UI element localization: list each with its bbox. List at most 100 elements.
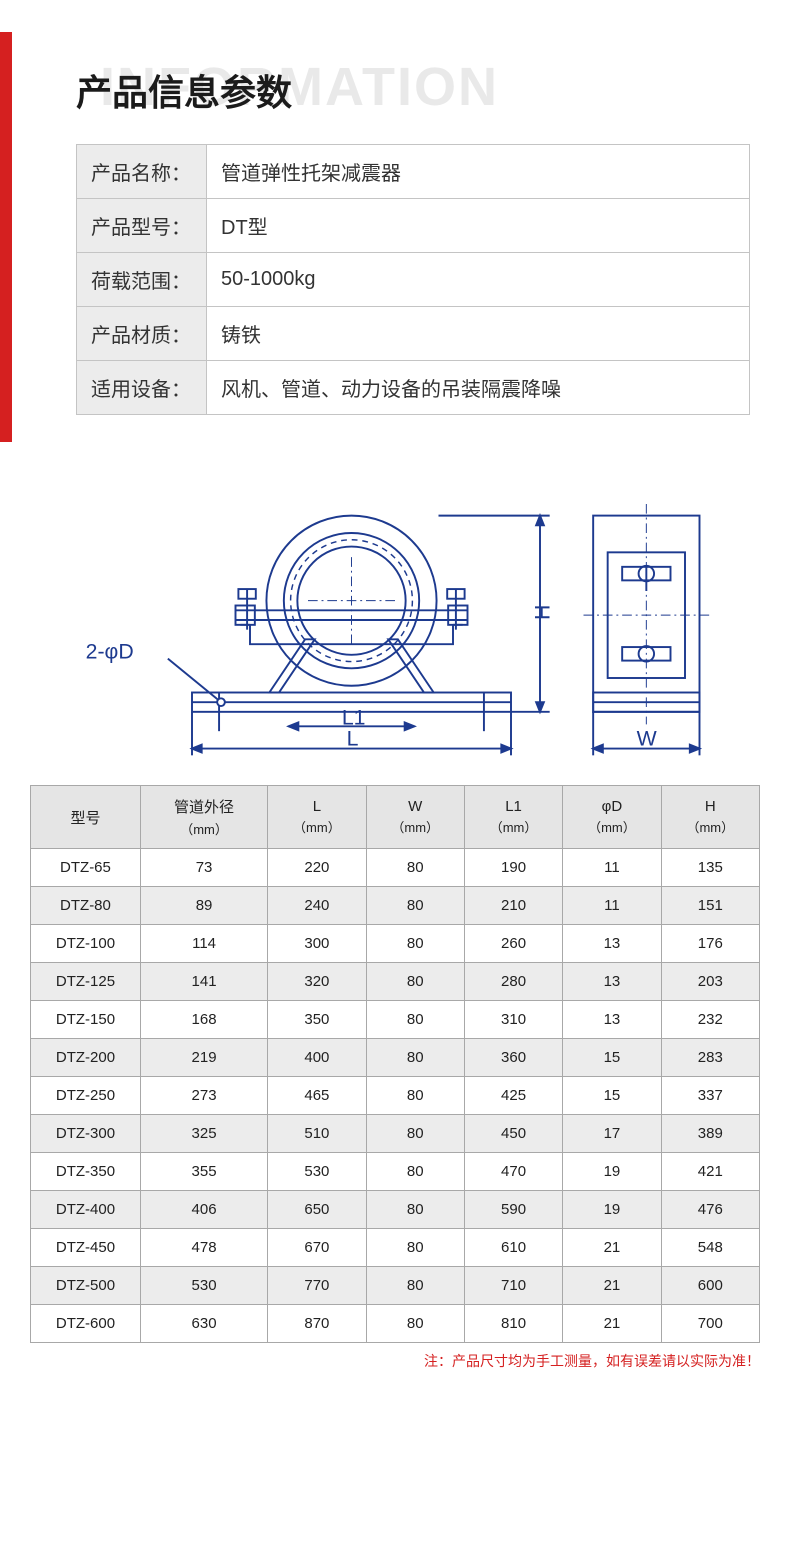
table-cell: 310 bbox=[464, 1001, 562, 1039]
table-cell: 80 bbox=[366, 1305, 464, 1343]
table-cell: 478 bbox=[140, 1229, 267, 1267]
table-cell: 260 bbox=[464, 925, 562, 963]
info-label: 产品材质： bbox=[77, 307, 207, 361]
table-cell: 510 bbox=[268, 1115, 366, 1153]
spec-col-header: 管道外径（mm） bbox=[140, 786, 267, 849]
table-cell: 590 bbox=[464, 1191, 562, 1229]
table-cell: 21 bbox=[563, 1229, 661, 1267]
table-row: DTZ-80892408021011151 bbox=[31, 887, 760, 925]
table-cell: 476 bbox=[661, 1191, 759, 1229]
table-cell: 135 bbox=[661, 849, 759, 887]
table-cell: 548 bbox=[661, 1229, 759, 1267]
header-section: INFORMATION 产品信息参数 产品名称：管道弹性托架减震器产品型号：DT… bbox=[30, 0, 790, 415]
info-label: 产品型号： bbox=[77, 199, 207, 253]
product-spec-page: INFORMATION 产品信息参数 产品名称：管道弹性托架减震器产品型号：DT… bbox=[0, 0, 790, 1371]
table-cell: 21 bbox=[563, 1267, 661, 1305]
table-cell: 21 bbox=[563, 1305, 661, 1343]
table-cell: 15 bbox=[563, 1077, 661, 1115]
table-row: DTZ-3003255108045017389 bbox=[31, 1115, 760, 1153]
table-cell: 406 bbox=[140, 1191, 267, 1229]
table-cell: 19 bbox=[563, 1191, 661, 1229]
table-cell: 13 bbox=[563, 925, 661, 963]
table-row: DTZ-2502734658042515337 bbox=[31, 1077, 760, 1115]
table-cell: 19 bbox=[563, 1153, 661, 1191]
table-cell: 80 bbox=[366, 925, 464, 963]
table-cell: DTZ-300 bbox=[31, 1115, 141, 1153]
table-cell: 80 bbox=[366, 1115, 464, 1153]
page-title: 产品信息参数 bbox=[76, 64, 770, 116]
table-cell: 141 bbox=[140, 963, 267, 1001]
info-label: 适用设备： bbox=[77, 361, 207, 415]
info-value: 铸铁 bbox=[207, 307, 750, 361]
clamp-diagram-svg: 2-φD L1 L W H bbox=[55, 475, 735, 765]
info-label: 荷载范围： bbox=[77, 253, 207, 307]
table-cell: DTZ-125 bbox=[31, 963, 141, 1001]
table-cell: 530 bbox=[140, 1267, 267, 1305]
table-cell: DTZ-100 bbox=[31, 925, 141, 963]
table-cell: 425 bbox=[464, 1077, 562, 1115]
technical-diagram: 2-φD L1 L W H bbox=[50, 475, 740, 765]
info-value: 风机、管道、动力设备的吊装隔震降噪 bbox=[207, 361, 750, 415]
table-cell: 337 bbox=[661, 1077, 759, 1115]
table-cell: 80 bbox=[366, 1001, 464, 1039]
table-cell: DTZ-150 bbox=[31, 1001, 141, 1039]
table-cell: 80 bbox=[366, 1191, 464, 1229]
spec-table: 型号管道外径（mm）L（mm）W（mm）L1（mm）φD（mm）H（mm） DT… bbox=[30, 785, 760, 1343]
table-row: DTZ-3503555308047019421 bbox=[31, 1153, 760, 1191]
info-row: 荷载范围：50-1000kg bbox=[77, 253, 750, 307]
spec-col-header: L1（mm） bbox=[464, 786, 562, 849]
table-row: DTZ-5005307708071021600 bbox=[31, 1267, 760, 1305]
table-cell: DTZ-600 bbox=[31, 1305, 141, 1343]
table-cell: 80 bbox=[366, 1039, 464, 1077]
spec-table-container: 型号管道外径（mm）L（mm）W（mm）L1（mm）φD（mm）H（mm） DT… bbox=[30, 785, 760, 1343]
table-cell: 320 bbox=[268, 963, 366, 1001]
table-cell: 80 bbox=[366, 1267, 464, 1305]
table-cell: 114 bbox=[140, 925, 267, 963]
table-cell: 421 bbox=[661, 1153, 759, 1191]
info-row: 产品名称：管道弹性托架减震器 bbox=[77, 145, 750, 199]
table-cell: 80 bbox=[366, 849, 464, 887]
table-cell: 15 bbox=[563, 1039, 661, 1077]
info-row: 产品型号：DT型 bbox=[77, 199, 750, 253]
table-cell: 89 bbox=[140, 887, 267, 925]
table-row: DTZ-6006308708081021700 bbox=[31, 1305, 760, 1343]
table-cell: DTZ-250 bbox=[31, 1077, 141, 1115]
table-cell: 670 bbox=[268, 1229, 366, 1267]
table-cell: 360 bbox=[464, 1039, 562, 1077]
table-cell: 325 bbox=[140, 1115, 267, 1153]
table-cell: 11 bbox=[563, 849, 661, 887]
table-cell: 80 bbox=[366, 1153, 464, 1191]
spec-col-header: L（mm） bbox=[268, 786, 366, 849]
table-cell: 176 bbox=[661, 925, 759, 963]
table-cell: 610 bbox=[464, 1229, 562, 1267]
table-cell: 203 bbox=[661, 963, 759, 1001]
table-cell: 530 bbox=[268, 1153, 366, 1191]
table-cell: 280 bbox=[464, 963, 562, 1001]
info-value: DT型 bbox=[207, 199, 750, 253]
table-cell: 630 bbox=[140, 1305, 267, 1343]
table-row: DTZ-1001143008026013176 bbox=[31, 925, 760, 963]
table-row: DTZ-65732208019011135 bbox=[31, 849, 760, 887]
table-cell: 80 bbox=[366, 1077, 464, 1115]
table-cell: 600 bbox=[661, 1267, 759, 1305]
table-cell: 350 bbox=[268, 1001, 366, 1039]
table-cell: 17 bbox=[563, 1115, 661, 1153]
footnote: 注：产品尺寸均为手工测量，如有误差请以实际为准！ bbox=[0, 1351, 760, 1371]
info-value: 管道弹性托架减震器 bbox=[207, 145, 750, 199]
table-cell: 470 bbox=[464, 1153, 562, 1191]
table-row: DTZ-4004066508059019476 bbox=[31, 1191, 760, 1229]
info-row: 适用设备：风机、管道、动力设备的吊装隔震降噪 bbox=[77, 361, 750, 415]
table-cell: 151 bbox=[661, 887, 759, 925]
table-cell: 700 bbox=[661, 1305, 759, 1343]
table-cell: 450 bbox=[464, 1115, 562, 1153]
table-cell: DTZ-500 bbox=[31, 1267, 141, 1305]
table-cell: 273 bbox=[140, 1077, 267, 1115]
table-cell: 710 bbox=[464, 1267, 562, 1305]
table-cell: 240 bbox=[268, 887, 366, 925]
label-2phiD: 2-φD bbox=[86, 640, 134, 664]
accent-bar bbox=[0, 32, 12, 442]
table-cell: 283 bbox=[661, 1039, 759, 1077]
table-cell: DTZ-80 bbox=[31, 887, 141, 925]
table-cell: 810 bbox=[464, 1305, 562, 1343]
table-cell: 219 bbox=[140, 1039, 267, 1077]
